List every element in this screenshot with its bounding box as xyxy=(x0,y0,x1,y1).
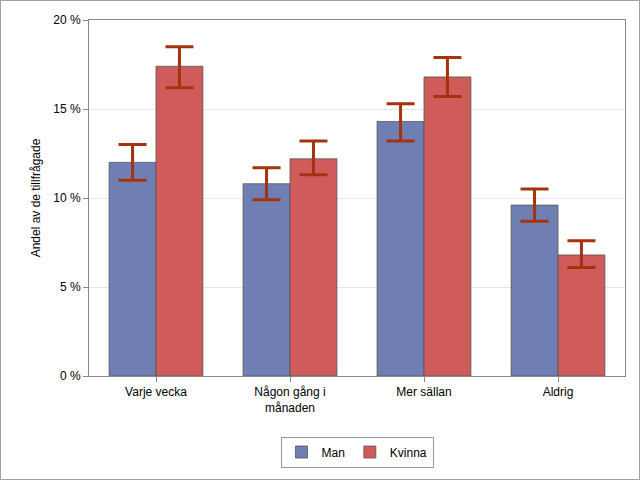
svg-text:0 %: 0 % xyxy=(60,369,81,383)
svg-text:Aldrig: Aldrig xyxy=(543,385,574,399)
svg-text:Man: Man xyxy=(322,446,345,460)
svg-text:5 %: 5 % xyxy=(60,280,81,294)
svg-text:Andel av de tillfrågade: Andel av de tillfrågade xyxy=(29,138,43,257)
svg-text:Varje vecka: Varje vecka xyxy=(125,385,187,399)
svg-text:Kvinna: Kvinna xyxy=(390,446,427,460)
svg-text:Mer sällan: Mer sällan xyxy=(396,385,451,399)
svg-text:15 %: 15 % xyxy=(53,102,81,116)
svg-text:10 %: 10 % xyxy=(53,191,81,205)
svg-text:20 %: 20 % xyxy=(53,13,81,27)
svg-text:Någon gång imånaden: Någon gång imånaden xyxy=(254,385,325,415)
